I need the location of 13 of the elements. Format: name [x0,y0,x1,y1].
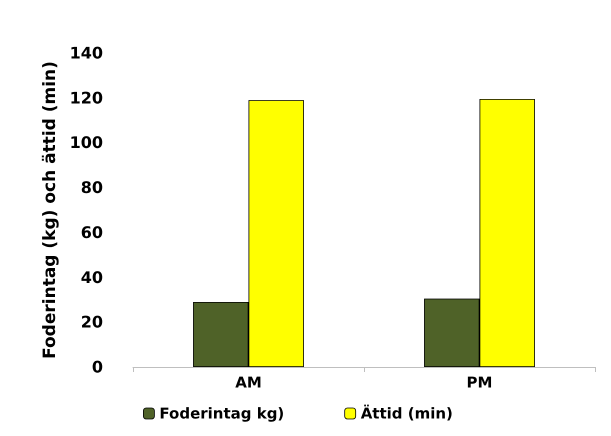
x-tick-label: AM [235,374,262,392]
y-tick-label: 60 [80,222,103,242]
y-axis-title: Foderintag (kg) och ättid (min) [40,61,60,359]
y-tick-label: 80 [80,178,103,198]
y-tick-label: 120 [70,88,103,108]
y-tick-label: 0 [92,358,103,376]
y-tick-label: 20 [80,312,103,332]
x-tick-label: PM [466,374,492,392]
legend-label: Ättid (min) [360,404,453,422]
y-tick-label: 100 [70,133,103,152]
legend-label: Foderintag kg) [159,404,284,422]
y-tick-label: 140 [70,44,103,62]
y-tick-label: 40 [80,268,103,287]
